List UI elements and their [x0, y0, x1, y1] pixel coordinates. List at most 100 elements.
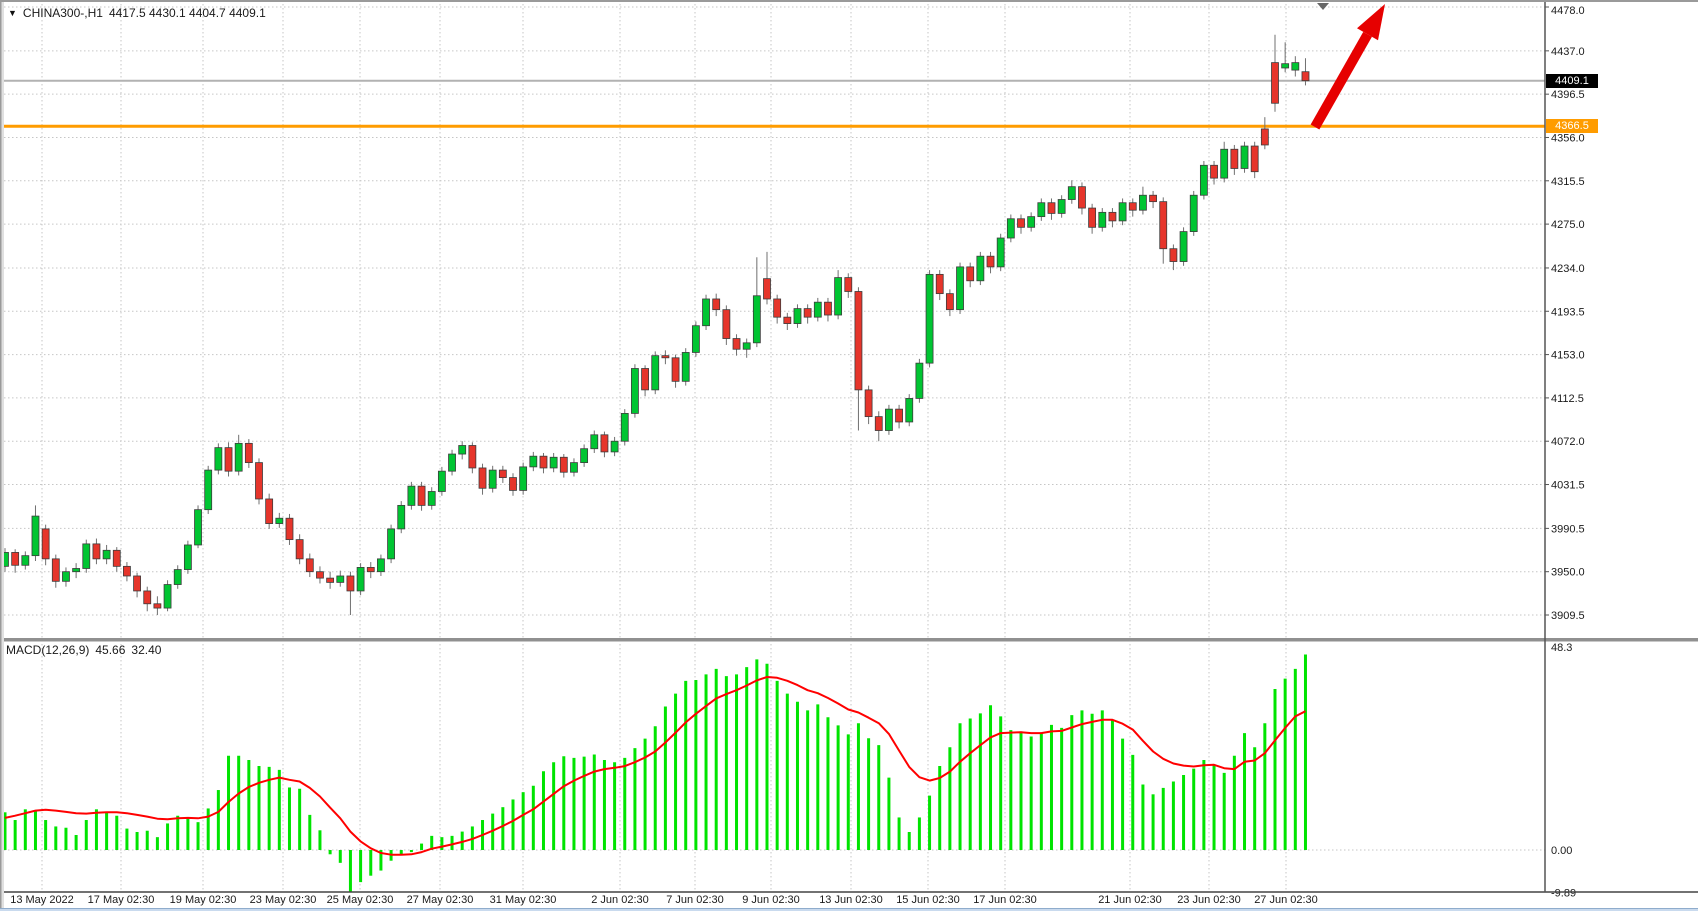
- candle-bullish: [183, 544, 192, 570]
- candle-bullish: [21, 555, 30, 566]
- candle-bearish: [1108, 211, 1117, 222]
- candle-bullish: [1220, 148, 1229, 179]
- candle-bearish: [661, 355, 670, 359]
- time-axis-label: 25 May 02:30: [326, 894, 394, 906]
- panel-separator[interactable]: [0, 638, 1698, 642]
- candle-bullish: [407, 485, 416, 506]
- candle-bearish: [895, 408, 903, 423]
- candle-bullish: [742, 342, 751, 350]
- macd-axis-label: -9.89: [1551, 887, 1576, 899]
- candle-bearish: [1088, 207, 1097, 228]
- candle-bearish: [133, 575, 141, 592]
- candle-bullish: [610, 440, 619, 453]
- candle-bearish: [641, 368, 649, 391]
- candle-bearish: [671, 357, 680, 382]
- candle-bullish: [519, 466, 528, 491]
- candle-bearish: [224, 447, 233, 472]
- candle-bullish: [1037, 202, 1046, 218]
- time-axis-label: 27 May 02:30: [406, 894, 474, 906]
- candle-bullish: [691, 325, 700, 353]
- candle-bullish: [752, 295, 761, 344]
- price-axis-label: 3990.5: [1551, 523, 1585, 535]
- candle-bullish: [234, 442, 243, 472]
- candle-bullish: [448, 453, 456, 472]
- price-axis-label: 4396.5: [1551, 89, 1585, 101]
- candle-bearish: [803, 308, 812, 318]
- candle-bullish: [996, 237, 1005, 268]
- candle-bullish: [1179, 231, 1188, 262]
- candle-bullish: [204, 469, 213, 511]
- candle-bullish: [31, 515, 40, 557]
- price-axis-label: 4437.0: [1551, 46, 1585, 58]
- symbol-period-label: CHINA300-,H1: [22, 6, 103, 20]
- candle-bullish: [1240, 145, 1249, 169]
- candle-bearish: [112, 549, 121, 567]
- price-axis-label: 4275.0: [1551, 219, 1585, 231]
- candle-bullish: [915, 362, 924, 399]
- candle-bearish: [265, 498, 274, 524]
- symbol-dropdown-icon[interactable]: ▼: [8, 8, 17, 18]
- top-marker-triangle-icon: [1317, 3, 1329, 10]
- time-axis-label: 21 Jun 02:30: [1098, 894, 1162, 906]
- time-axis-label: 23 Jun 02:30: [1177, 894, 1241, 906]
- candle-bullish: [1098, 211, 1107, 228]
- candle-bearish: [1047, 202, 1056, 214]
- candle-bearish: [326, 577, 335, 583]
- candle-bullish: [1139, 194, 1147, 211]
- price-axis-label: 4193.5: [1551, 306, 1585, 318]
- candle-bullish: [580, 448, 589, 464]
- candle-bullish: [275, 517, 284, 524]
- candle-bearish: [945, 293, 954, 311]
- candle-bullish: [925, 273, 934, 364]
- candle-bullish: [651, 355, 660, 391]
- candle-bearish: [712, 298, 721, 311]
- trend-arrow-shaft[interactable]: [1310, 31, 1372, 130]
- time-axis-label: 13 Jun 02:30: [819, 894, 883, 906]
- candle-bullish: [905, 398, 914, 423]
- orange-level-badge[interactable]: 4366.5: [1546, 119, 1598, 133]
- macd-value: 45.66: [95, 643, 126, 657]
- candle-bearish: [1169, 248, 1178, 262]
- trend-arrow-head[interactable]: [1357, 4, 1385, 41]
- price-axis-label: 3909.5: [1551, 610, 1585, 622]
- candle-bullish: [163, 584, 172, 609]
- time-axis-label: 31 May 02:30: [489, 894, 557, 906]
- candle-bullish: [1006, 218, 1015, 239]
- candle-bullish: [1189, 194, 1198, 232]
- candle-bearish: [305, 558, 314, 573]
- candle-bearish: [285, 517, 294, 541]
- candle-bearish: [1230, 148, 1239, 169]
- macd-axis-label: 0.00: [1551, 845, 1572, 857]
- macd-indicator-label: MACD(12,26,9): [6, 643, 90, 657]
- candle-bearish: [143, 590, 152, 605]
- time-axis-label: 7 Jun 02:30: [666, 894, 724, 906]
- candle-bullish: [976, 255, 985, 282]
- price-axis-label: 3950.0: [1551, 567, 1585, 579]
- candle-bullish: [681, 352, 690, 382]
- candle-bearish: [824, 301, 832, 316]
- candle-bullish: [702, 298, 710, 327]
- candle-bearish: [244, 442, 253, 464]
- price-axis-label: 4072.0: [1551, 436, 1585, 448]
- candle-bearish: [864, 389, 873, 418]
- candle-bullish: [397, 504, 406, 530]
- chart-title-bar: ▼ CHINA300-,H1 4417.5 4430.1 4404.7 4409…: [8, 6, 266, 20]
- bottom-window-edge: [0, 908, 1698, 911]
- price-axis-label: 4112.5: [1551, 393, 1584, 405]
- candle-bearish: [478, 467, 487, 489]
- candle-bullish: [437, 470, 446, 492]
- candle-bullish: [62, 571, 70, 582]
- candle-bullish: [813, 301, 822, 318]
- macd-indicator-header: MACD(12,26,9) 45.66 32.40: [6, 643, 161, 657]
- candle-bearish: [935, 273, 944, 295]
- time-axis-label: 15 Jun 02:30: [896, 894, 960, 906]
- candle-bearish: [509, 477, 517, 491]
- candle-bullish: [1199, 164, 1208, 196]
- candle-bearish: [417, 485, 426, 506]
- candle-bearish: [600, 434, 609, 453]
- current-price-badge: 4409.1: [1546, 74, 1598, 88]
- price-axis-label: 4356.0: [1551, 132, 1585, 144]
- candle-bullish: [173, 569, 182, 585]
- time-axis-label: 23 May 02:30: [249, 894, 317, 906]
- candle-bearish: [722, 309, 731, 339]
